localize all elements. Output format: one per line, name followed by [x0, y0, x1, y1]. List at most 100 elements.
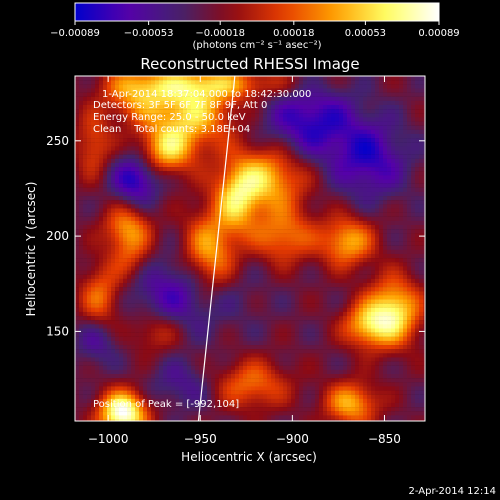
- heatmap-cell: [307, 196, 312, 201]
- heatmap-cell: [355, 158, 360, 164]
- heatmap-cell: [355, 109, 360, 114]
- heatmap-cell: [399, 113, 404, 118]
- heatmap-cell: [183, 117, 188, 122]
- heatmap-cell: [247, 129, 252, 135]
- heatmap-cell: [111, 129, 116, 135]
- heatmap-cell: [191, 175, 196, 180]
- heatmap-cell: [95, 179, 100, 184]
- heatmap-cell: [123, 303, 128, 308]
- heatmap-cell: [395, 146, 400, 151]
- heatmap-cell: [387, 171, 392, 176]
- heatmap-cell: [423, 158, 425, 164]
- heatmap-cell: [311, 175, 316, 180]
- heatmap-cell: [263, 104, 268, 110]
- heatmap-cell: [115, 225, 120, 230]
- heatmap-cell: [143, 303, 148, 308]
- heatmap-cell: [335, 225, 340, 230]
- heatmap-cell: [203, 200, 208, 205]
- heatmap-cell: [315, 183, 320, 188]
- heatmap-cell: [219, 274, 224, 279]
- heatmap-cell: [231, 175, 236, 180]
- heatmap-cell: [139, 179, 144, 184]
- heatmap-cell: [171, 291, 176, 296]
- heatmap-cell: [339, 117, 344, 122]
- heatmap-cell: [127, 212, 132, 217]
- heatmap-cell: [379, 208, 384, 213]
- heatmap-cell: [271, 253, 276, 259]
- heatmap-cell: [347, 92, 352, 97]
- heatmap-cell: [327, 258, 332, 263]
- heatmap-cell: [75, 303, 80, 308]
- chart-title: Reconstructed RHESSI Image: [140, 55, 359, 73]
- heatmap-cell: [211, 171, 216, 176]
- heatmap-cell: [83, 307, 88, 313]
- heatmap-cell: [343, 266, 348, 271]
- heatmap-cell: [411, 249, 416, 255]
- heatmap-cell: [319, 287, 324, 292]
- heatmap-cell: [419, 229, 424, 234]
- heatmap-cell: [135, 158, 140, 164]
- heatmap-cell: [135, 175, 140, 180]
- heatmap-cell: [295, 150, 300, 155]
- heatmap-cell: [375, 162, 380, 168]
- heatmap-cell: [223, 225, 228, 230]
- heatmap-cell: [355, 133, 360, 139]
- heatmap-cell: [231, 100, 236, 106]
- heatmap-cell: [75, 125, 80, 130]
- heatmap-cell: [367, 287, 372, 292]
- heatmap-cell: [103, 104, 108, 110]
- heatmap-cell: [339, 220, 344, 226]
- heatmap-cell: [363, 76, 368, 81]
- heatmap-cell: [379, 204, 384, 209]
- heatmap-cell: [163, 158, 168, 164]
- heatmap-cell: [359, 241, 364, 246]
- heatmap-cell: [423, 233, 425, 238]
- heatmap-cell: [299, 104, 304, 110]
- heatmap-cell: [211, 291, 216, 296]
- heatmap-cell: [83, 258, 88, 263]
- heatmap-cell: [123, 158, 128, 164]
- heatmap-cell: [99, 253, 104, 259]
- heatmap-cell: [315, 125, 320, 130]
- heatmap-cell: [311, 121, 316, 126]
- heatmap-cell: [83, 278, 88, 284]
- heatmap-cell: [363, 179, 368, 184]
- heatmap-cell: [171, 175, 176, 180]
- heatmap-cell: [131, 167, 136, 172]
- heatmap-cell: [279, 233, 284, 238]
- heatmap-cell: [195, 138, 200, 143]
- heatmap-cell: [107, 146, 112, 151]
- heatmap-cell: [123, 121, 128, 126]
- heatmap-cell: [339, 133, 344, 139]
- heatmap-cell: [143, 191, 148, 197]
- heatmap-cell: [147, 100, 152, 106]
- heatmap-cell: [135, 146, 140, 151]
- heatmap-cell: [347, 171, 352, 176]
- heatmap-cell: [395, 175, 400, 180]
- heatmap-cell: [323, 113, 328, 118]
- heatmap-cell: [383, 146, 388, 151]
- heatmap-cell: [231, 150, 236, 155]
- heatmap-cell: [263, 150, 268, 155]
- heatmap-cell: [79, 187, 84, 193]
- heatmap-cell: [339, 282, 344, 288]
- heatmap-cell: [383, 109, 388, 114]
- heatmap-cell: [215, 146, 220, 151]
- heatmap-cell: [387, 278, 392, 284]
- heatmap-cell: [255, 162, 260, 168]
- heatmap-cell: [267, 200, 272, 205]
- heatmap-cell: [91, 258, 96, 263]
- heatmap-cell: [287, 138, 292, 143]
- heatmap-cell: [299, 187, 304, 193]
- heatmap-cell: [299, 154, 304, 159]
- heatmap-cell: [167, 100, 172, 106]
- heatmap-cell: [235, 150, 240, 155]
- heatmap-cell: [103, 121, 108, 126]
- heatmap-cell: [87, 307, 92, 313]
- heatmap-cell: [259, 146, 264, 151]
- heatmap-cell: [279, 249, 284, 255]
- heatmap-cell: [311, 76, 316, 81]
- heatmap-cell: [359, 220, 364, 226]
- heatmap-cell: [87, 100, 92, 106]
- heatmap-cell: [155, 262, 160, 267]
